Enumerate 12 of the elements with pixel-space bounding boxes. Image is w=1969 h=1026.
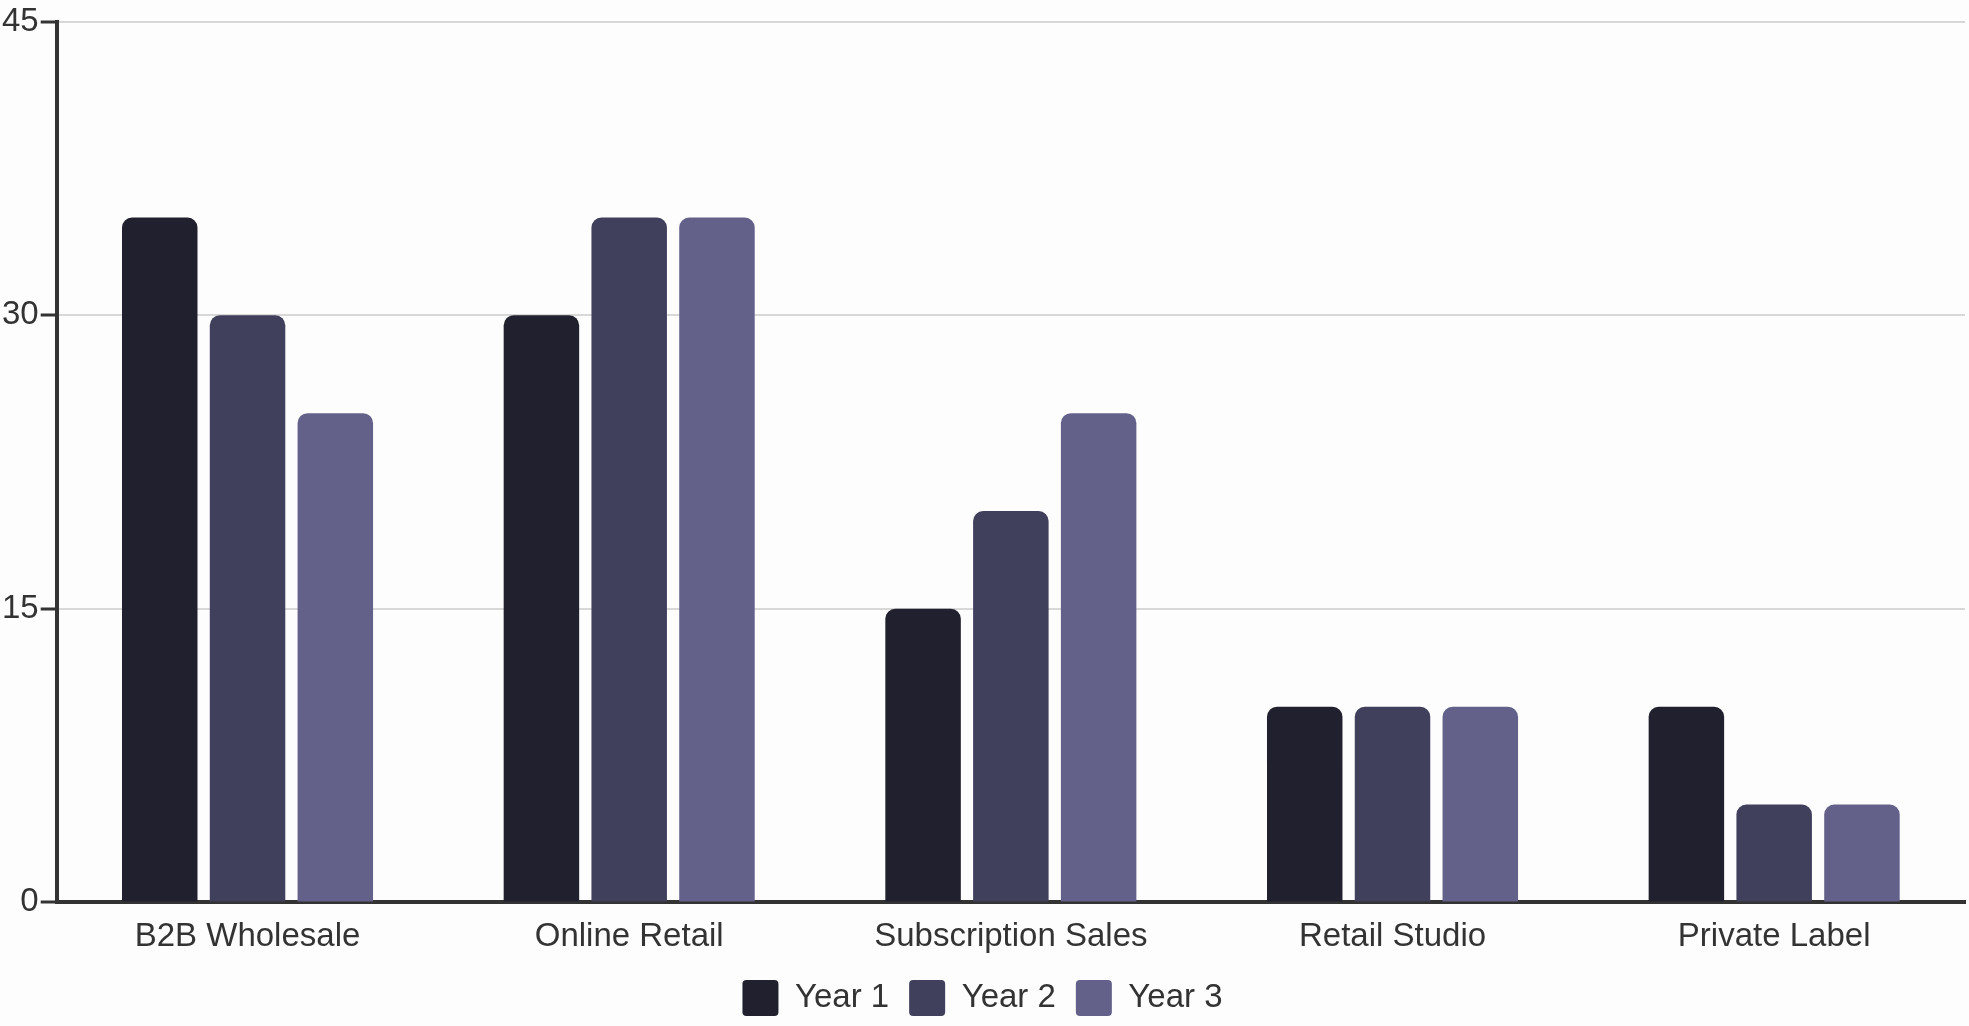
y-tick-label: 45 — [1, 0, 39, 38]
x-tick-label: Private Label — [1677, 916, 1871, 954]
y-tick-label: 0 — [20, 881, 39, 919]
x-tick-label: B2B Wholesale — [134, 916, 361, 954]
x-tick-label: Retail Studio — [1298, 916, 1487, 954]
legend-label: Year 3 — [1128, 977, 1223, 1015]
legend-label: Year 1 — [794, 977, 890, 1015]
x-tick-label: Subscription Sales — [874, 916, 1148, 954]
y-tick-label: 30 — [1, 294, 39, 332]
x-tick-label: Online Retail — [534, 916, 724, 954]
legend-label: Year 2 — [961, 977, 1056, 1015]
y-tick-label: 15 — [1, 587, 39, 625]
